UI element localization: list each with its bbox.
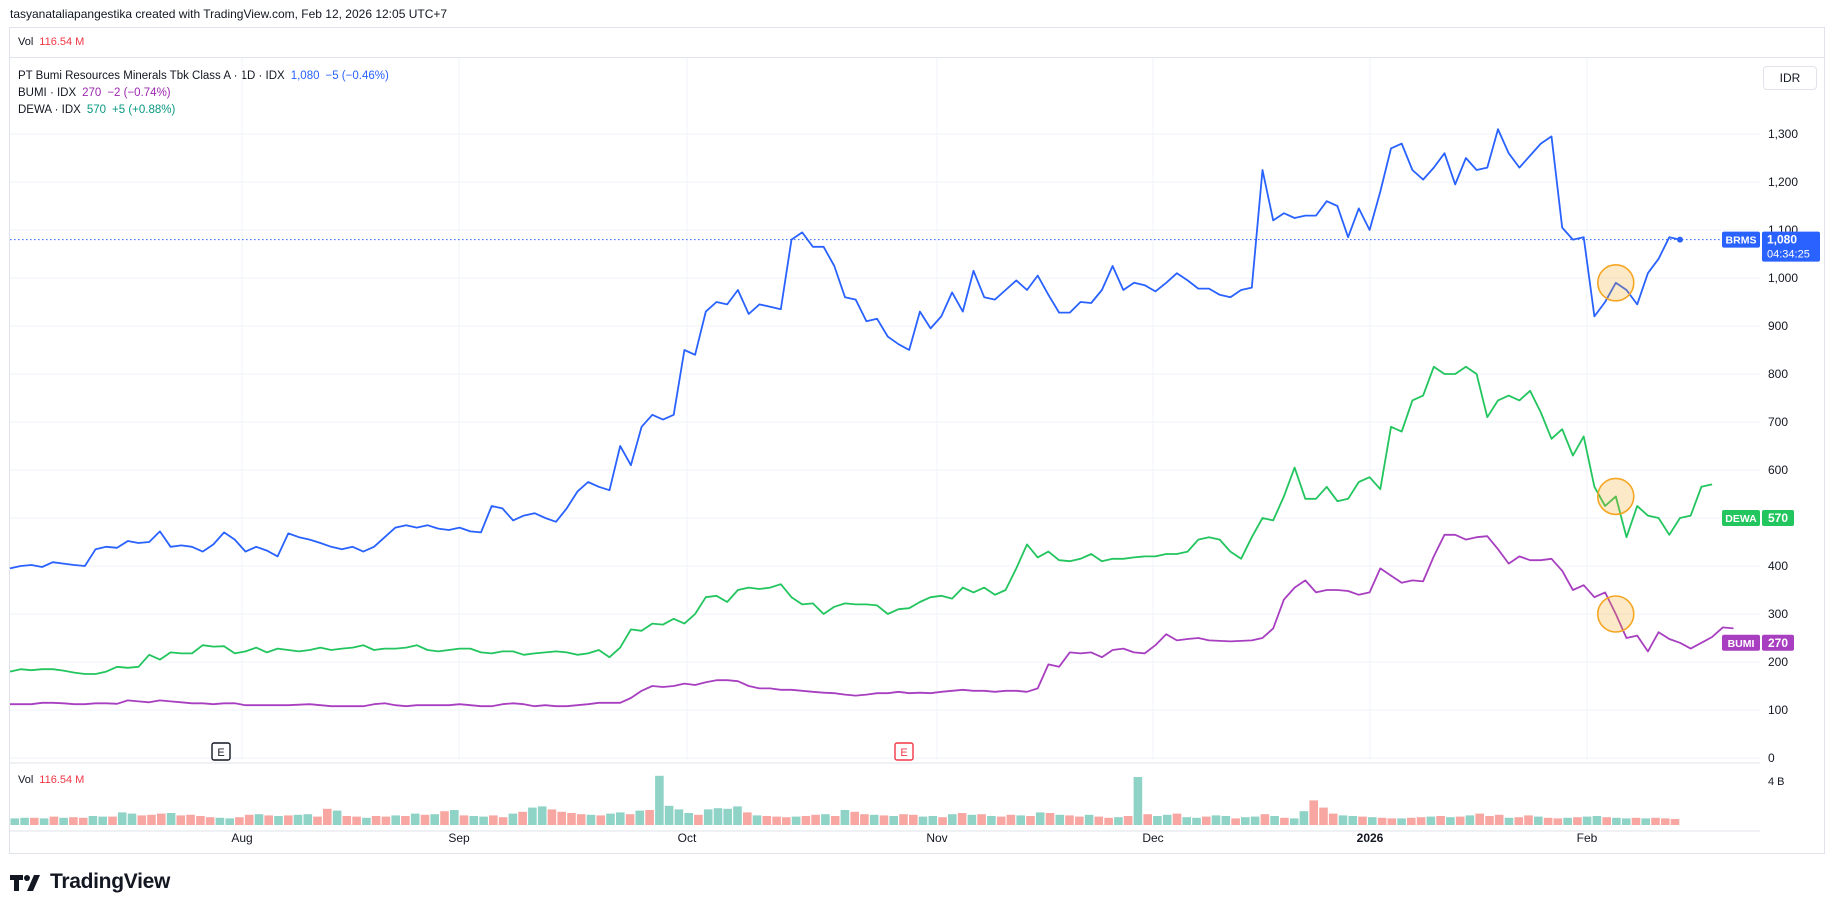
legend-row-dewa[interactable]: DEWA · IDX 570 +5 (+0.88%) <box>18 102 395 119</box>
legend-main-change: −5 (−0.46%) <box>325 70 389 82</box>
tradingview-logo[interactable]: TradingView <box>10 870 170 894</box>
tradingview-logo-icon <box>10 875 40 891</box>
chart-frame <box>9 27 1825 854</box>
series-legend: PT Bumi Resources Minerals Tbk Class A ·… <box>18 68 395 119</box>
volume-legend-label: Vol <box>18 774 34 786</box>
top-pane-vol-legend[interactable]: Vol 116.54 M <box>18 36 84 48</box>
legend-row-main[interactable]: PT Bumi Resources Minerals Tbk Class A ·… <box>18 68 395 85</box>
volume-legend-value: 116.54 M <box>39 774 85 786</box>
pane-separator <box>10 57 1824 58</box>
legend-dewa-price: 570 <box>86 104 107 116</box>
legend-dewa-name: DEWA · IDX <box>18 104 81 116</box>
legend-dewa-change: +5 (+0.88%) <box>112 104 176 116</box>
brand-name: TradingView <box>50 870 171 893</box>
volume-scale-label: 4 B <box>1768 776 1785 788</box>
vol-legend-value: 116.54 M <box>39 36 85 48</box>
legend-bumi-price: 270 <box>82 87 102 99</box>
legend-main-price: 1,080 <box>290 70 320 82</box>
legend-row-bumi[interactable]: BUMI · IDX 270 −2 (−0.74%) <box>18 85 395 102</box>
chart-attribution: tasyanataliapangestika created with Trad… <box>10 7 448 21</box>
legend-bumi-name: BUMI · IDX <box>18 87 77 99</box>
legend-bumi-change: −2 (−0.74%) <box>107 87 171 99</box>
currency-button[interactable]: IDR <box>1763 66 1817 90</box>
vol-legend-label: Vol <box>18 36 34 48</box>
volume-pane-legend[interactable]: Vol 116.54 M <box>18 774 84 786</box>
legend-main-name: PT Bumi Resources Minerals Tbk Class A ·… <box>18 70 285 82</box>
